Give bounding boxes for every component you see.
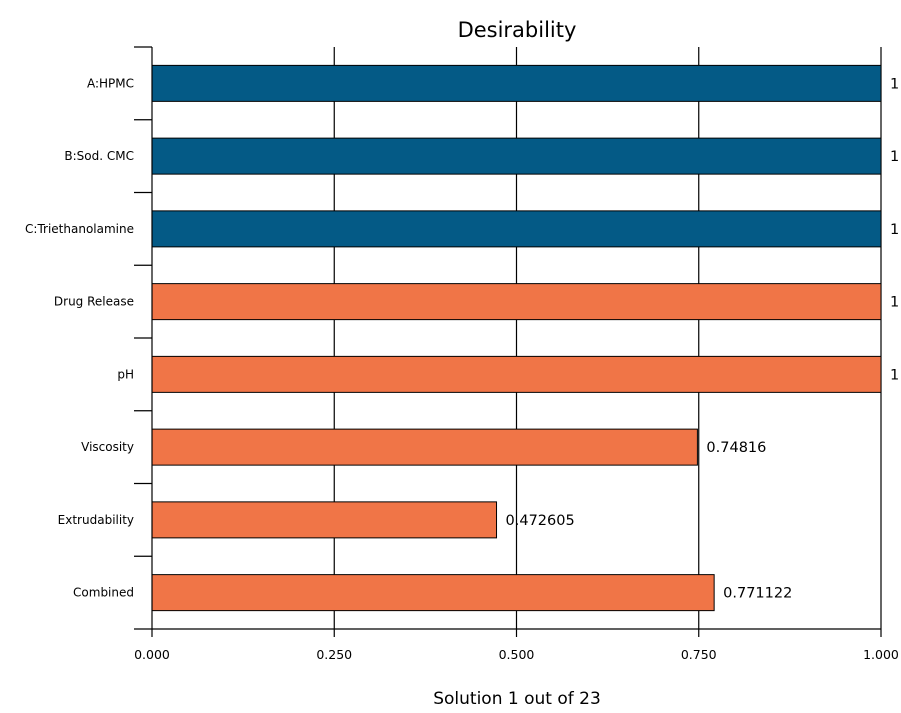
- bar-drug-release: [151, 283, 882, 321]
- data-label: 0.472605: [506, 513, 575, 529]
- category-label: Combined: [73, 586, 134, 600]
- category-label: Extrudability: [58, 513, 134, 527]
- bars-layer: [151, 64, 882, 612]
- category-label: pH: [117, 367, 134, 381]
- category-label: Drug Release: [54, 295, 134, 309]
- chart-footer: Solution 1 out of 23: [433, 689, 601, 709]
- bar-a-hpmc: [151, 64, 882, 102]
- x-tick-label: 0.250: [316, 647, 352, 662]
- x-tick-label: 1.000: [863, 647, 899, 662]
- category-label: A:HPMC: [87, 76, 134, 90]
- grid-layer: [333, 47, 882, 629]
- data-label: 0.771122: [723, 586, 792, 602]
- axes-layer: [134, 46, 882, 637]
- labels-layer: A:HPMC 1 B:Sod. CMC 1 C:Triethanolamine 1 Drug…: [25, 76, 899, 662]
- bar-viscosity: [151, 428, 698, 466]
- data-label: 1: [890, 295, 899, 311]
- category-label: C:Triethanolamine: [25, 222, 134, 236]
- bar-ph: [151, 355, 882, 393]
- category-label: B:Sod. CMC: [64, 149, 134, 163]
- bar-extrudability: [151, 501, 498, 539]
- chart-title: Desirability: [458, 18, 577, 42]
- data-label: 1: [890, 367, 899, 383]
- x-tick-label: 0.500: [499, 647, 535, 662]
- data-label: 1: [890, 76, 899, 92]
- data-label: 1: [890, 149, 899, 165]
- data-label: 1: [890, 222, 899, 238]
- bar-b-sod-cmc: [151, 137, 882, 175]
- x-tick-label: 0.750: [681, 647, 717, 662]
- bar-combined: [151, 574, 715, 612]
- x-tick-label: 0.000: [134, 647, 170, 662]
- category-label: Viscosity: [81, 440, 134, 454]
- bar-c-triethanolamine: [151, 210, 882, 248]
- data-label: 0.74816: [706, 440, 766, 456]
